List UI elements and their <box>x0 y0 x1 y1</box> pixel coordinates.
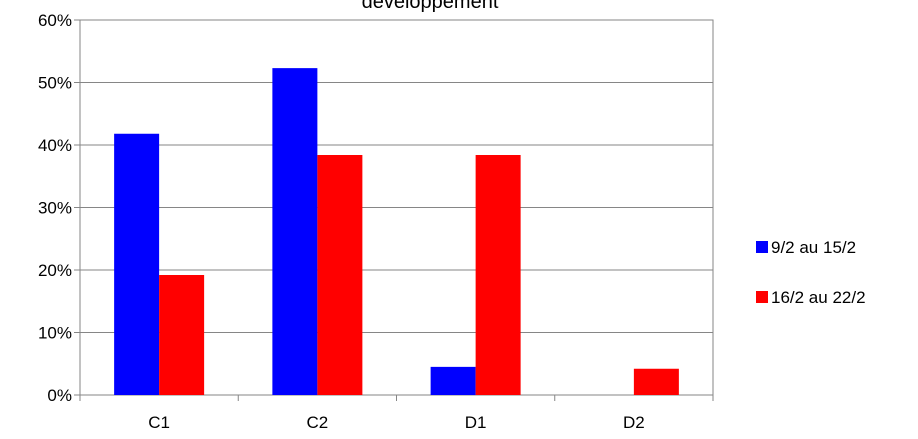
bar-c2-series-2 <box>317 155 363 395</box>
legend-label: 9/2 au 15/2 <box>771 238 856 257</box>
axes <box>74 19 714 401</box>
bar-d2-series-2 <box>633 368 679 395</box>
y-tick-label: 40% <box>38 136 72 155</box>
x-tick-label: C2 <box>307 413 329 432</box>
legend-swatch <box>756 291 768 303</box>
legend-label: 16/2 au 22/2 <box>771 288 866 307</box>
x-tick-label: D2 <box>623 413 645 432</box>
y-tick-label: 50% <box>38 74 72 93</box>
legend: 9/2 au 15/2 16/2 au 22/2 <box>756 238 866 307</box>
y-tick-label: 60% <box>38 11 72 30</box>
y-tick-label: 30% <box>38 199 72 218</box>
legend-swatch <box>756 241 768 253</box>
y-tick-label: 10% <box>38 324 72 343</box>
bar-c2-series-1 <box>272 68 318 395</box>
y-tick-label: 0% <box>47 386 72 405</box>
bar-c1-series-2 <box>159 275 205 395</box>
x-tick-label: D1 <box>465 413 487 432</box>
chart-title: développement <box>362 0 499 13</box>
y-axis-tick-labels: 0% 10% 20% 30% 40% 50% 60% <box>38 11 72 405</box>
bars <box>114 68 679 395</box>
y-tick-label: 20% <box>38 261 72 280</box>
bar-d1-series-1 <box>430 366 476 395</box>
x-tick-label: C1 <box>148 413 170 432</box>
bar-d1-series-2 <box>475 155 521 395</box>
bar-c1-series-1 <box>114 133 160 395</box>
x-axis-tick-labels: C1 C2 D1 D2 <box>148 413 644 432</box>
